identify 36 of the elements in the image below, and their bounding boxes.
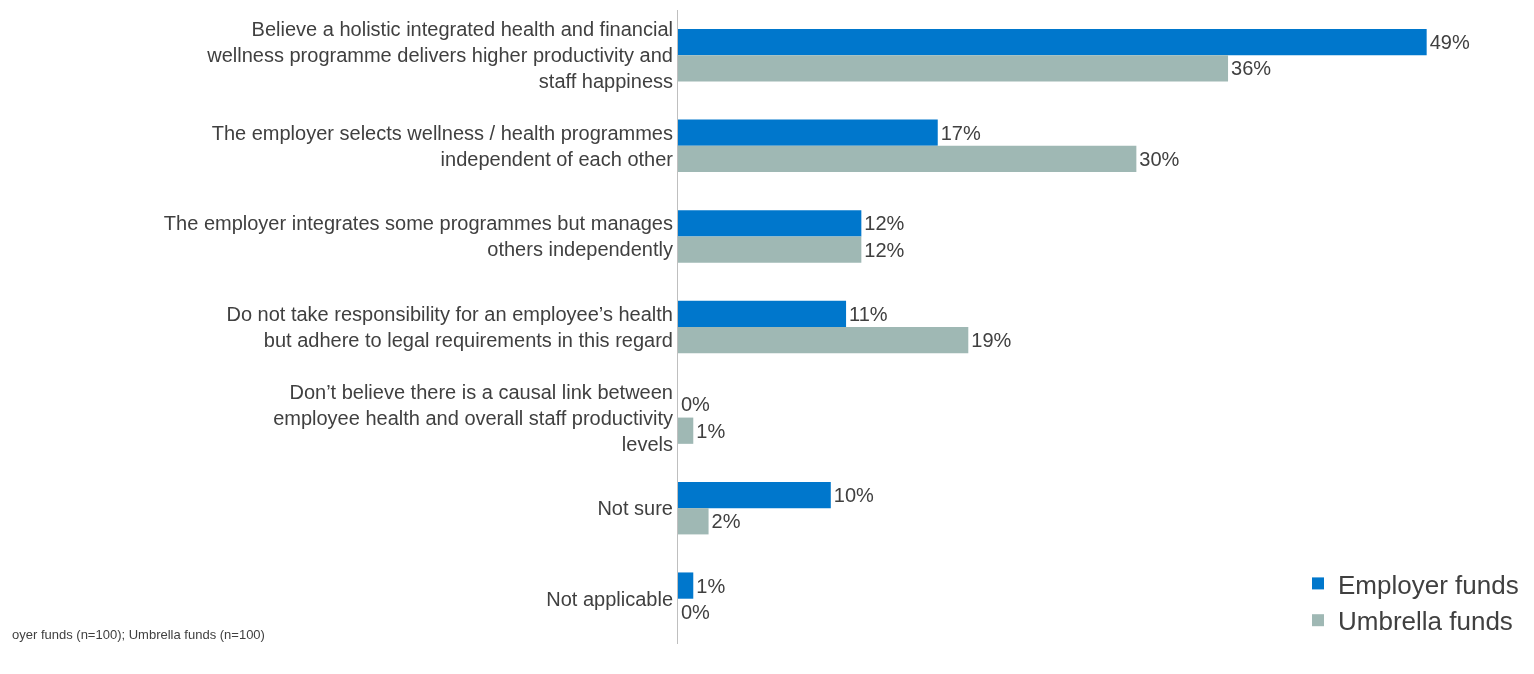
bar xyxy=(678,236,862,263)
y-tick-label: Not applicable xyxy=(546,587,673,610)
legend-label: Umbrella funds xyxy=(1338,606,1513,637)
y-tick-label: Don’t believe there is a causal link between employee health and overall staff productivity levels xyxy=(273,380,673,455)
data-label: 12% xyxy=(864,212,905,235)
bar xyxy=(678,327,969,354)
data-label: 17% xyxy=(940,121,981,144)
bar xyxy=(678,145,1137,173)
data-label: 30% xyxy=(1139,147,1180,170)
text: oyer funds (n=100); Umbrella funds (n=100) xyxy=(12,627,265,642)
bar xyxy=(678,119,938,146)
y-tick-label: Do not take responsibility for an employee’s health but adhere to legal requirements in this regard xyxy=(226,303,673,351)
bar xyxy=(678,417,694,444)
data-label: 12% xyxy=(864,238,905,261)
bar xyxy=(678,300,847,327)
data-label: 11% xyxy=(849,302,888,325)
legend-label: Employer funds xyxy=(1338,569,1519,600)
y-tick-label: Believe a holistic integrated health and financial wellness programme delivers higher productivity and staff happiness xyxy=(206,18,673,93)
data-label: 19% xyxy=(971,329,1012,352)
bar xyxy=(678,508,709,535)
data-label: 1% xyxy=(696,574,726,597)
y-tick-label: The employer integrates some programmes but manages others independently xyxy=(163,212,673,261)
bar xyxy=(678,481,831,509)
data-label: 10% xyxy=(833,484,875,507)
bar xyxy=(678,572,694,599)
data-label: 49% xyxy=(1429,31,1470,54)
data-label: 36% xyxy=(1231,57,1272,80)
y-tick-label: The employer selects wellness / health programmes independent of each other xyxy=(211,121,674,170)
data-label: 2% xyxy=(711,510,741,533)
bar xyxy=(678,210,862,237)
data-label: 0% xyxy=(681,600,711,623)
data-label: 1% xyxy=(696,419,726,442)
y-tick-label: Not sure xyxy=(597,497,673,520)
bar xyxy=(678,29,1427,56)
data-label: 0% xyxy=(681,393,711,416)
bar xyxy=(678,55,1229,82)
